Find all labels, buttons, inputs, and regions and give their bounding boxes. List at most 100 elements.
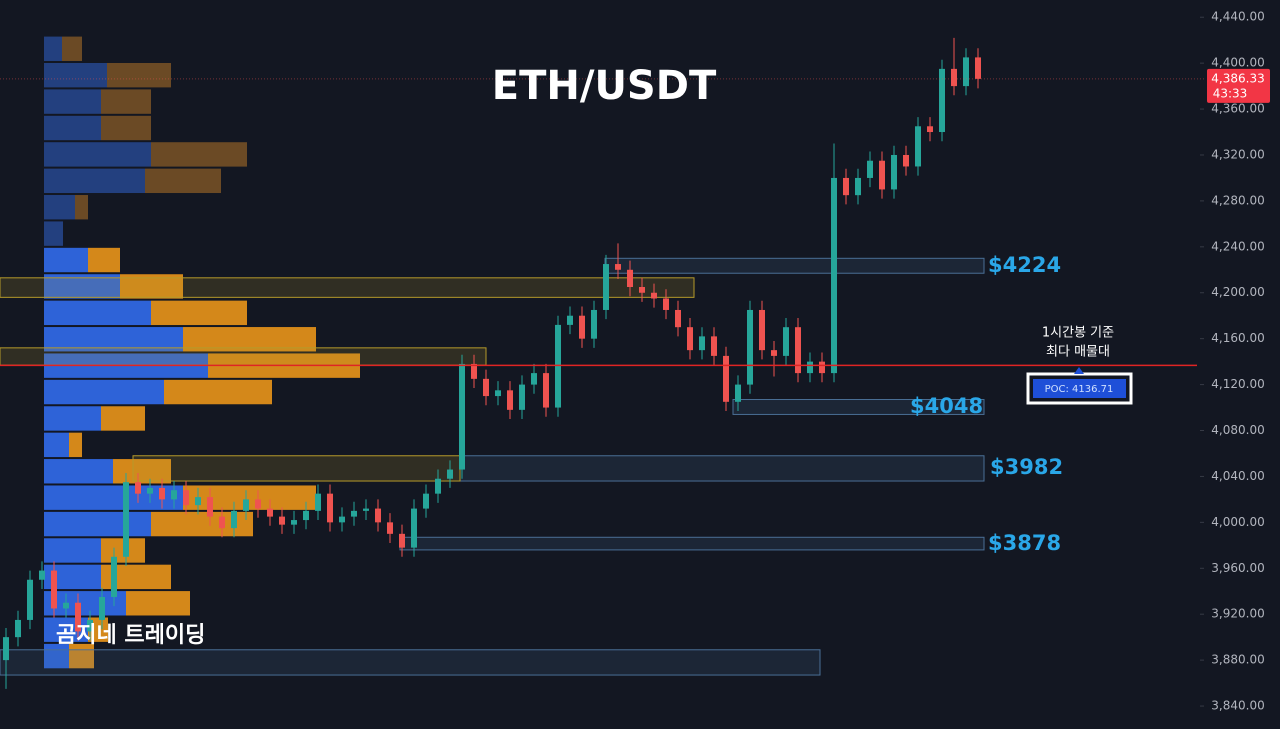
candle-body — [699, 336, 705, 351]
candle-body — [567, 315, 573, 325]
poc-label: POC: 4136.71 — [1045, 384, 1114, 395]
zone — [399, 536, 985, 551]
zone — [0, 649, 821, 676]
profile-buy-bar — [44, 115, 101, 141]
y-tick-label: 4,360.00 — [1211, 102, 1264, 116]
candle-body — [867, 160, 873, 178]
candle-body — [423, 493, 429, 509]
candle-body — [591, 309, 597, 339]
candle-body — [951, 68, 957, 87]
price-tag — [1207, 68, 1270, 103]
candle-body — [519, 384, 525, 410]
y-tick-label: 4,120.00 — [1211, 377, 1264, 391]
candle-body — [303, 510, 309, 521]
candle-body — [855, 177, 861, 196]
y-tick-label: 4,400.00 — [1211, 56, 1264, 70]
candle-body — [831, 177, 837, 374]
profile-sell-bar — [151, 142, 247, 167]
candle-body — [843, 177, 849, 196]
y-tick-label: 4,240.00 — [1211, 239, 1264, 253]
candle-body — [627, 269, 633, 288]
profile-buy-bar — [44, 432, 69, 458]
candle-body — [759, 309, 765, 351]
candle-body — [771, 350, 777, 356]
poc-note: 1시간봉 기준 — [1042, 326, 1114, 341]
candle-body — [87, 619, 93, 632]
zones: $4224 $4048 $3982 $3878 — [0, 253, 1063, 676]
candle-body — [471, 363, 477, 379]
candles — [3, 37, 981, 689]
candle-body — [279, 516, 285, 525]
candle-body — [483, 378, 489, 397]
y-tick-label: 4,160.00 — [1211, 331, 1264, 345]
candle-body — [495, 390, 501, 397]
candle-body — [375, 508, 381, 523]
profile-sell-bar — [126, 591, 190, 616]
candle-body — [123, 482, 129, 557]
candle-body — [615, 264, 621, 270]
candle-body — [75, 602, 81, 632]
candle-body — [711, 336, 717, 356]
candle-body — [543, 373, 549, 408]
candle-body — [327, 493, 333, 523]
profile-buy-bar — [44, 62, 107, 88]
profile-sell-bar — [75, 195, 88, 220]
profile-sell-bar — [69, 643, 94, 669]
candle-body — [807, 361, 813, 374]
candle-body — [723, 355, 729, 402]
zone — [732, 399, 985, 415]
candle-body — [459, 363, 465, 470]
profile-buy-bar — [44, 511, 151, 537]
candle-body — [3, 637, 9, 661]
zone-label: $3982 — [990, 455, 1063, 479]
candle-body — [51, 570, 57, 609]
candle-body — [315, 493, 321, 511]
candle-body — [795, 327, 801, 374]
candle-body — [255, 499, 261, 509]
watermark: 곰지네 트레이딩 — [56, 623, 205, 648]
candle-body — [27, 579, 33, 620]
y-tick-label: 3,960.00 — [1211, 561, 1264, 575]
poc-note: 최다 매물대 — [1046, 345, 1110, 360]
candle-body — [879, 160, 885, 190]
candle-body — [579, 315, 585, 339]
candle-body — [363, 508, 369, 511]
profile-sell-bar — [101, 115, 151, 141]
candle-body — [195, 497, 201, 506]
y-tick-label: 4,280.00 — [1211, 193, 1264, 207]
candle-body — [603, 264, 609, 310]
y-tick-label: 4,440.00 — [1211, 10, 1264, 24]
candle-body — [159, 487, 165, 500]
candle-body — [555, 324, 561, 408]
candle-body — [507, 390, 513, 410]
candle-body — [927, 126, 933, 133]
candle-body — [663, 298, 669, 310]
candle-body — [435, 478, 441, 494]
candle-body — [891, 154, 897, 190]
candle-body — [819, 361, 825, 374]
profile-buy-bar — [44, 89, 101, 114]
candle-body — [291, 520, 297, 525]
zone — [459, 455, 985, 482]
candle-body — [903, 154, 909, 167]
candle-body — [15, 619, 21, 638]
candle-body — [63, 602, 69, 609]
candle-body — [135, 482, 141, 494]
y-tick-label: 3,920.00 — [1211, 607, 1264, 621]
y-tick-label: 4,320.00 — [1211, 147, 1264, 161]
volume-profile — [44, 36, 360, 669]
profile-sell-bar — [164, 379, 272, 405]
profile-sell-bar — [88, 247, 120, 273]
profile-sell-bar — [183, 485, 316, 510]
candle-body — [939, 68, 945, 133]
profile-buy-bar — [44, 643, 69, 669]
poc-box — [1033, 379, 1126, 398]
candle-body — [243, 499, 249, 511]
profile-buy-bar — [44, 379, 164, 405]
candle-body — [231, 510, 237, 529]
candle-body — [915, 126, 921, 167]
candle-body — [447, 469, 453, 479]
profile-buy-bar — [44, 36, 62, 61]
